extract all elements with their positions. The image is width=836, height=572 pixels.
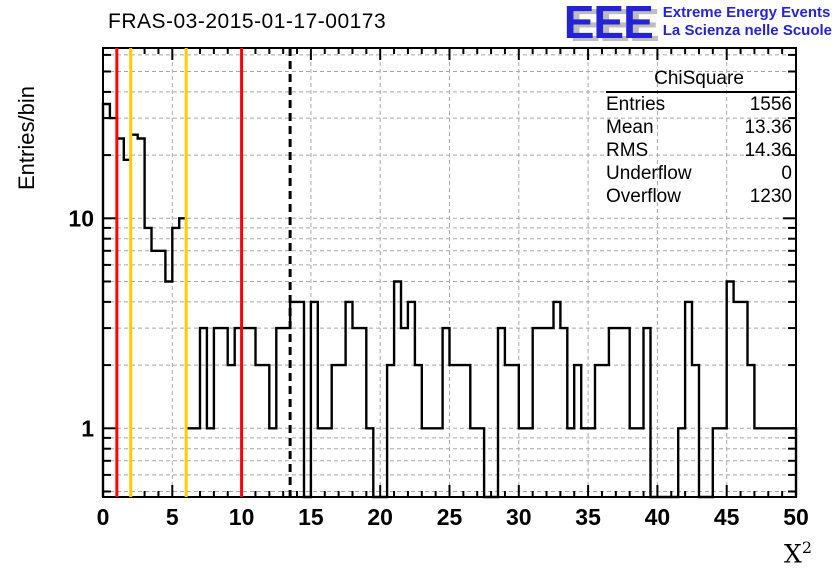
stats-label: Mean	[606, 117, 654, 138]
stats-label: Entries	[606, 94, 666, 115]
x-tick-label: 0	[97, 504, 110, 530]
y-axis-title: Entries/bin	[14, 86, 39, 190]
stats-value: 0	[781, 163, 792, 184]
x-axis-title-exponent: 2	[801, 538, 812, 557]
x-tick-label: 50	[783, 504, 809, 530]
y-tick-label: 1	[81, 415, 94, 441]
stats-box: ChiSquare Entries 1556 Mean 13.36 RMS 14.36 Un…	[606, 68, 792, 208]
x-tick-label: 45	[714, 504, 740, 530]
histogram-line	[101, 102, 798, 499]
stats-value: 1556	[749, 94, 792, 115]
x-tick-label: 10	[229, 504, 255, 530]
y-tick-label: 10	[68, 205, 94, 231]
stats-rows: Entries 1556 Mean 13.36 RMS 14.36 Underflow 0 Ov…	[606, 93, 792, 208]
stats-row: Underflow 0	[606, 162, 792, 185]
stats-label: RMS	[606, 140, 649, 161]
stats-row: RMS 14.36	[606, 139, 792, 162]
x-tick-label: 30	[506, 504, 532, 530]
stats-value: 14.36	[744, 140, 792, 161]
x-axis-title-base: X	[784, 539, 802, 569]
eee-logo-text: Extreme Energy Events La Scienza nelle S…	[663, 4, 832, 40]
stats-header: ChiSquare	[606, 68, 792, 93]
stats-label: Underflow	[606, 163, 692, 184]
eee-logo-letters: EEE	[563, 0, 654, 48]
eee-logo: EEE Extreme Energy Events La Scienza nel…	[563, 0, 832, 48]
x-tick-label: 40	[645, 504, 671, 530]
stats-row: Overflow 1230	[606, 185, 792, 208]
stats-value: 13.36	[744, 117, 792, 138]
stats-value: 1230	[749, 186, 792, 207]
x-axis-title: X2	[784, 538, 812, 568]
eee-logo-line1: Extreme Energy Events	[662, 4, 831, 21]
eee-logo-line2: La Scienza nelle Scuole	[662, 22, 832, 39]
x-tick-label: 15	[298, 504, 324, 530]
x-tick-label: 35	[575, 504, 601, 530]
page-title: FRAS-03-2015-01-17-00173	[108, 10, 387, 33]
x-tick-label: 20	[367, 504, 393, 530]
stats-row: Mean 13.36	[606, 116, 792, 139]
x-tick-label: 25	[437, 504, 463, 530]
stats-label: Overflow	[606, 186, 681, 207]
stats-row: Entries 1556	[606, 93, 792, 116]
x-tick-label: 5	[166, 504, 179, 530]
